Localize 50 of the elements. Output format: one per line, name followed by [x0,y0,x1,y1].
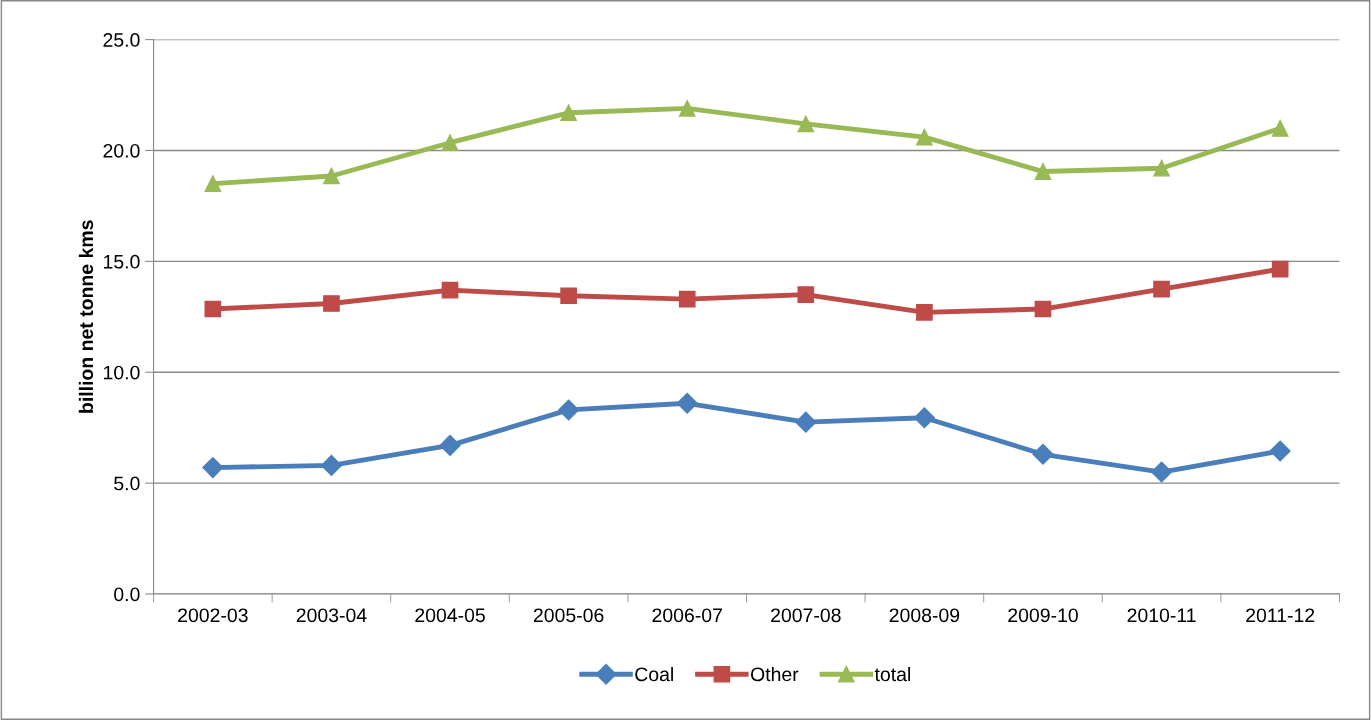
point [913,407,935,429]
x-tick-label: 2010-11 [1127,608,1196,623]
point [560,287,577,305]
point [797,286,815,303]
point [558,399,580,421]
point [797,115,815,133]
legend-label: Coal [635,666,673,682]
point [1153,280,1170,298]
y-tick-label: 5.0 [114,476,140,491]
legend-label: Other [750,666,799,682]
point [678,290,696,308]
x-tick-label: 2002-03 [178,608,248,623]
point [916,128,933,146]
point [1271,119,1289,137]
point [676,392,698,414]
y-tick-label: 10.0 [104,365,140,380]
legend-label: total [874,666,910,682]
point [439,434,461,456]
x-tick-label: 2005-06 [533,608,604,623]
point [1032,443,1054,465]
point [1153,159,1170,177]
point [678,100,696,117]
point [916,304,933,321]
y-tick-label: 20.0 [103,143,140,158]
point [202,457,224,479]
point [1034,300,1052,318]
x-tick-label: 2008-09 [889,608,960,623]
point [204,300,222,318]
y-tick-label: 15.0 [104,254,140,269]
point [204,175,222,193]
y-tick-label: 0.0 [114,587,140,602]
point [320,454,342,476]
x-tick-label: 2011-12 [1246,608,1315,623]
y-tick-label: 25.0 [103,33,140,47]
x-tick-label: 2007-08 [771,608,841,623]
point [560,104,577,122]
x-tick-label: 2003-04 [296,608,367,623]
point [441,281,459,299]
point [1151,461,1173,483]
point [1034,163,1052,180]
x-tick-label: 2009-10 [1008,608,1078,623]
point [795,411,817,433]
x-tick-label: 2004-05 [415,608,485,623]
point [1271,260,1289,278]
x-tick-label: 2006-07 [652,608,722,623]
point [323,167,340,185]
point [1269,440,1291,462]
y-axis-title: billion net tonne kms [78,220,94,413]
point [323,295,340,312]
point [441,134,459,152]
